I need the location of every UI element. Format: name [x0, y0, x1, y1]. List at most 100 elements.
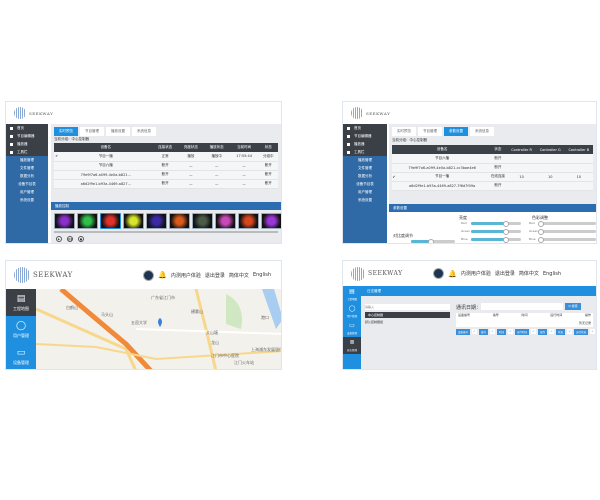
filter-tag[interactable]: 状态 — [556, 329, 566, 335]
header-link[interactable]: English — [252, 272, 271, 278]
sidebar-item[interactable]: 播放器 — [343, 140, 387, 148]
sidebar-item[interactable]: 设备节目表 — [343, 180, 387, 188]
program-thumbnail[interactable] — [238, 213, 259, 229]
scrollbar[interactable] — [54, 231, 278, 233]
program-thumbnail[interactable] — [54, 213, 75, 229]
checkbox[interactable]: ✓ — [531, 329, 537, 334]
pause-icon[interactable]: ❚❚ — [67, 236, 73, 242]
tab[interactable]: 系统信息 — [470, 127, 494, 136]
header-link[interactable]: 内测用户体验 — [170, 272, 201, 279]
sidebar-item[interactable]: 用户管理 — [343, 188, 387, 196]
checkbox[interactable]: ✓ — [549, 329, 555, 334]
table-row[interactable]: a6d2f9e1-b93a-4469-a827... 断开 — — — 断开 — [54, 179, 278, 189]
table-row[interactable]: ✔ 节目一播 在线连接 10 10 10 — [392, 172, 593, 182]
program-thumbnail[interactable] — [169, 213, 190, 229]
checkbox[interactable]: ✓ — [590, 329, 596, 334]
row-checkbox[interactable] — [54, 161, 60, 171]
bell-icon[interactable]: 🔔 — [448, 269, 457, 278]
sidebar-item[interactable]: 用户管理 — [6, 188, 48, 196]
tab[interactable]: 节目管理 — [80, 127, 104, 136]
sidebar-item[interactable]: 文件管理 — [343, 164, 387, 172]
date-input[interactable] — [481, 303, 563, 310]
sidebar-item[interactable]: 系统设置 — [6, 196, 48, 204]
row-checkbox[interactable] — [392, 154, 397, 164]
tab[interactable]: 系统信息 — [132, 127, 156, 136]
sidebar-item[interactable]: 节目编辑器 — [343, 132, 387, 140]
sidebar-item[interactable]: ▭ 设备管理 — [6, 343, 36, 369]
checkbox[interactable]: ✓ — [490, 329, 496, 334]
tab[interactable]: 节目管理 — [418, 127, 442, 136]
table-row[interactable]: 节目六播 断开 — — — 断开 — [54, 161, 278, 171]
play-icon[interactable]: ▶ — [56, 236, 62, 242]
header-link[interactable]: 简体中文 — [518, 271, 539, 277]
header-link[interactable]: English — [542, 270, 561, 277]
sidebar-item[interactable]: 设备节目表 — [6, 180, 48, 188]
sidebar-item[interactable]: 工具栏 — [343, 148, 387, 156]
header-link[interactable]: 退出登录 — [494, 271, 515, 277]
program-thumbnail[interactable] — [261, 213, 281, 229]
header-link[interactable]: 退出登录 — [204, 272, 225, 279]
sidebar-item[interactable]: 播放器 — [6, 140, 48, 148]
table-row[interactable]: 79e9f7a6-a099-4e0a-b821-cc3bae4e6 断开 — [392, 163, 593, 173]
row-checkbox[interactable] — [392, 181, 397, 191]
tab[interactable]: 实时预览 — [54, 127, 78, 136]
sidebar-item[interactable]: ≣ 日志管理 — [343, 337, 361, 354]
tree-search-input[interactable] — [365, 304, 450, 310]
header-link[interactable]: 简体中文 — [228, 272, 249, 279]
program-thumbnail[interactable] — [123, 213, 144, 229]
stop-icon[interactable]: ■ — [78, 236, 84, 242]
sidebar-item[interactable]: ▤ 工程地图 — [343, 286, 361, 303]
program-thumbnail[interactable] — [146, 213, 167, 229]
sidebar-item[interactable]: 播放管理 — [6, 156, 48, 164]
brightness-slider[interactable] — [471, 236, 521, 243]
checkbox[interactable]: ✓ — [567, 329, 573, 334]
tab[interactable]: 实时预览 — [392, 127, 416, 136]
program-thumbnail[interactable] — [100, 213, 121, 229]
table-row[interactable]: ✔ 节目一播 正常 播放 播放中 17:55:44 分组中 — [54, 152, 278, 162]
program-thumbnail[interactable] — [192, 213, 213, 229]
checkbox[interactable]: ✓ — [508, 329, 514, 334]
tree-item-selected[interactable]: 中心控制器 — [365, 312, 450, 318]
sidebar-item[interactable]: ◯ 用户管理 — [6, 316, 36, 343]
row-checkbox[interactable] — [54, 179, 60, 189]
row-checkbox[interactable]: ✔ — [392, 172, 397, 182]
color-slider[interactable] — [538, 228, 596, 235]
sidebar-item[interactable]: 工具栏 — [6, 148, 48, 156]
color-slider[interactable] — [538, 236, 596, 243]
sidebar-item[interactable]: 数据分析 — [343, 172, 387, 180]
header-link[interactable]: 内测用户体验 — [460, 271, 491, 277]
sidebar-item[interactable]: 节目编辑器 — [6, 132, 48, 140]
avatar[interactable] — [143, 269, 155, 281]
filter-tag[interactable]: 运行状态 — [574, 329, 589, 335]
program-thumbnail[interactable] — [77, 213, 98, 229]
checkbox[interactable]: ✓ — [472, 329, 478, 334]
sidebar-item[interactable]: 数据分析 — [6, 172, 48, 180]
sidebar-item[interactable]: ▤ 工程地图 — [6, 289, 36, 316]
table-row[interactable]: a6d2f9e1-b93a-4469-a827-7f6d7f09a 断开 — [392, 181, 593, 191]
filter-tag[interactable]: 时间 — [497, 329, 507, 335]
filter-tag[interactable]: 运行时间 — [515, 329, 530, 335]
contrast-slider[interactable] — [411, 238, 455, 243]
tree-item[interactable]: 默认控制器组 — [365, 320, 384, 324]
brightness-slider[interactable] — [471, 220, 521, 227]
sidebar-item[interactable]: ◯ 用户管理 — [343, 303, 361, 320]
sidebar-item[interactable]: ▭ 设备管理 — [343, 320, 361, 337]
row-checkbox[interactable]: ✔ — [54, 152, 60, 162]
row-checkbox[interactable] — [54, 170, 60, 180]
tab[interactable]: 播放设置 — [106, 127, 130, 136]
row-checkbox[interactable] — [392, 163, 397, 173]
program-thumbnail[interactable] — [215, 213, 236, 229]
table-row[interactable]: 节目六播 断开 — [392, 154, 593, 164]
color-slider[interactable] — [538, 220, 596, 227]
search-button[interactable]: Q 搜索 — [565, 303, 581, 310]
filter-tag[interactable]: 设备编号 — [456, 329, 471, 335]
filter-tag[interactable]: 编号 — [479, 329, 489, 335]
sidebar-item[interactable]: 首页 — [343, 124, 387, 132]
table-row[interactable]: 79e9f7a6-a099-4e0a-b821... 断开 — — — 断开 — [54, 170, 278, 180]
sidebar-item[interactable]: 播放管理 — [343, 156, 387, 164]
sidebar-item[interactable]: 文件管理 — [6, 164, 48, 172]
tab[interactable]: 参数设置 — [444, 127, 468, 136]
bell-icon[interactable]: 🔔 — [158, 271, 167, 279]
sidebar-item[interactable]: 首页 — [6, 124, 48, 132]
